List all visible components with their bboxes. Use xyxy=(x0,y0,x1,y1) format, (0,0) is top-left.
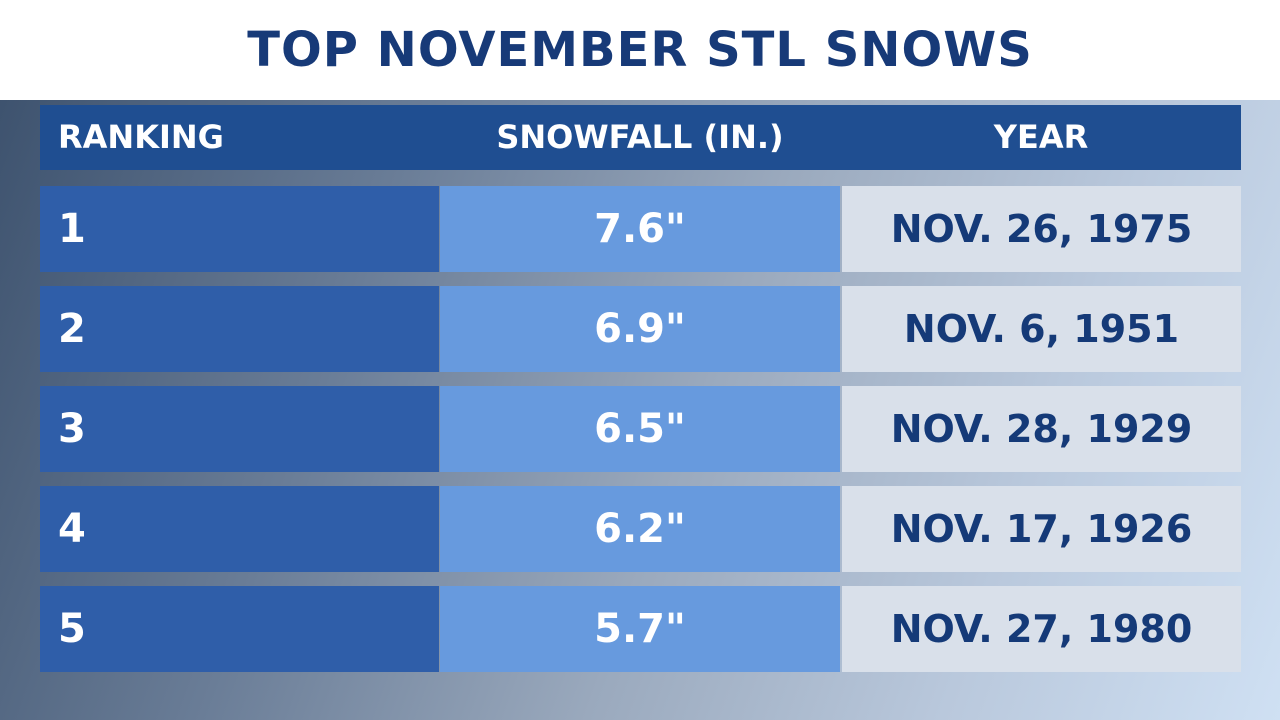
rank-cell: 4 xyxy=(40,486,439,572)
table-row: 3 6.5" NOV. 28, 1929 xyxy=(40,386,1241,472)
date-cell: NOV. 6, 1951 xyxy=(842,286,1241,372)
snowfall-cell: 5.7" xyxy=(440,586,840,672)
date-cell: NOV. 28, 1929 xyxy=(842,386,1241,472)
header-year: YEAR xyxy=(993,118,1089,156)
date-cell: NOV. 26, 1975 xyxy=(842,186,1241,272)
snowfall-cell: 7.6" xyxy=(440,186,840,272)
header-snowfall: SNOWFALL (IN.) xyxy=(496,118,784,156)
rank-cell: 1 xyxy=(40,186,439,272)
table-row: 4 6.2" NOV. 17, 1926 xyxy=(40,486,1241,572)
header-ranking: RANKING xyxy=(58,118,224,156)
rank-cell: 3 xyxy=(40,386,439,472)
table-row: 1 7.6" NOV. 26, 1975 xyxy=(40,186,1241,272)
snowfall-cell: 6.9" xyxy=(440,286,840,372)
table-row: 5 5.7" NOV. 27, 1980 xyxy=(40,586,1241,672)
snowfall-cell: 6.5" xyxy=(440,386,840,472)
table-row: 2 6.9" NOV. 6, 1951 xyxy=(40,286,1241,372)
page-title: TOP NOVEMBER STL SNOWS xyxy=(247,22,1033,78)
date-cell: NOV. 27, 1980 xyxy=(842,586,1241,672)
title-bar: TOP NOVEMBER STL SNOWS xyxy=(0,0,1280,100)
rank-cell: 5 xyxy=(40,586,439,672)
rank-cell: 2 xyxy=(40,286,439,372)
table-header: RANKING SNOWFALL (IN.) YEAR xyxy=(40,105,1241,170)
snowfall-cell: 6.2" xyxy=(440,486,840,572)
date-cell: NOV. 17, 1926 xyxy=(842,486,1241,572)
